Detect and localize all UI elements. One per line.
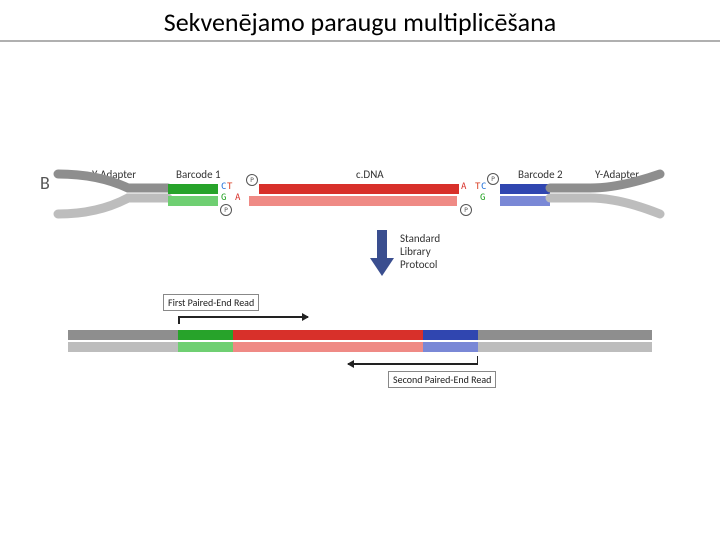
lib-adapter-right-top xyxy=(478,330,652,340)
nt-right-c: C xyxy=(481,182,486,192)
lib-adapter-right-bot xyxy=(478,342,652,352)
phosphate-right: P xyxy=(487,173,499,185)
slide-title: Sekvenējamo paraugu multiplicēšana xyxy=(0,6,720,38)
nt-left-c: C xyxy=(221,182,226,192)
label-cdna: c.DNA xyxy=(356,168,384,181)
protocol-l1: Standard xyxy=(400,232,440,245)
nt-right-a: A xyxy=(461,182,466,192)
barcode1-bot-strand xyxy=(168,196,218,206)
label-first-read: First Paired-End Read xyxy=(163,294,259,311)
cdna-top-strand xyxy=(259,184,459,194)
phosphate-cdna-left: P xyxy=(246,174,258,186)
lib-barcode2-top xyxy=(423,330,478,340)
protocol-l3: Protocol xyxy=(400,258,437,271)
lib-adapter-left-bot xyxy=(68,342,178,352)
barcode2-top-strand xyxy=(500,184,550,194)
cdna-bot-strand xyxy=(249,196,457,206)
nt-right-g: G xyxy=(480,193,485,203)
lib-cdna-bot xyxy=(233,342,423,352)
second-read-arrow-icon xyxy=(348,363,478,365)
phosphate-cdna-right: P xyxy=(460,204,472,216)
title-underline xyxy=(0,40,720,42)
protocol-arrow-icon xyxy=(370,230,394,278)
lib-barcode1-bot xyxy=(178,342,233,352)
y-adapter-left xyxy=(58,170,168,220)
first-read-arrow-icon xyxy=(178,316,308,318)
nt-left-a: A xyxy=(235,193,240,203)
protocol-l2: Library xyxy=(400,245,431,258)
panel-letter: B xyxy=(40,172,50,194)
lib-barcode1-top xyxy=(178,330,233,340)
diagram-panel: B Y-Adapter Barcode 1 c.DNA Barcode 2 Y-… xyxy=(40,160,680,400)
nt-left-t: T xyxy=(227,182,232,192)
lib-adapter-left-top xyxy=(68,330,178,340)
lib-cdna-top xyxy=(233,330,423,340)
label-second-read: Second Paired-End Read xyxy=(388,371,496,388)
lib-barcode2-bot xyxy=(423,342,478,352)
phosphate-left: P xyxy=(220,204,232,216)
barcode2-bot-strand xyxy=(500,196,550,206)
protocol-label: Standard Library Protocol xyxy=(400,232,440,271)
nt-left-g: G xyxy=(221,193,226,203)
nt-right-t: T xyxy=(475,182,480,192)
barcode1-top-strand xyxy=(168,184,218,194)
y-adapter-right xyxy=(550,170,660,220)
label-barcode1: Barcode 1 xyxy=(176,168,221,181)
